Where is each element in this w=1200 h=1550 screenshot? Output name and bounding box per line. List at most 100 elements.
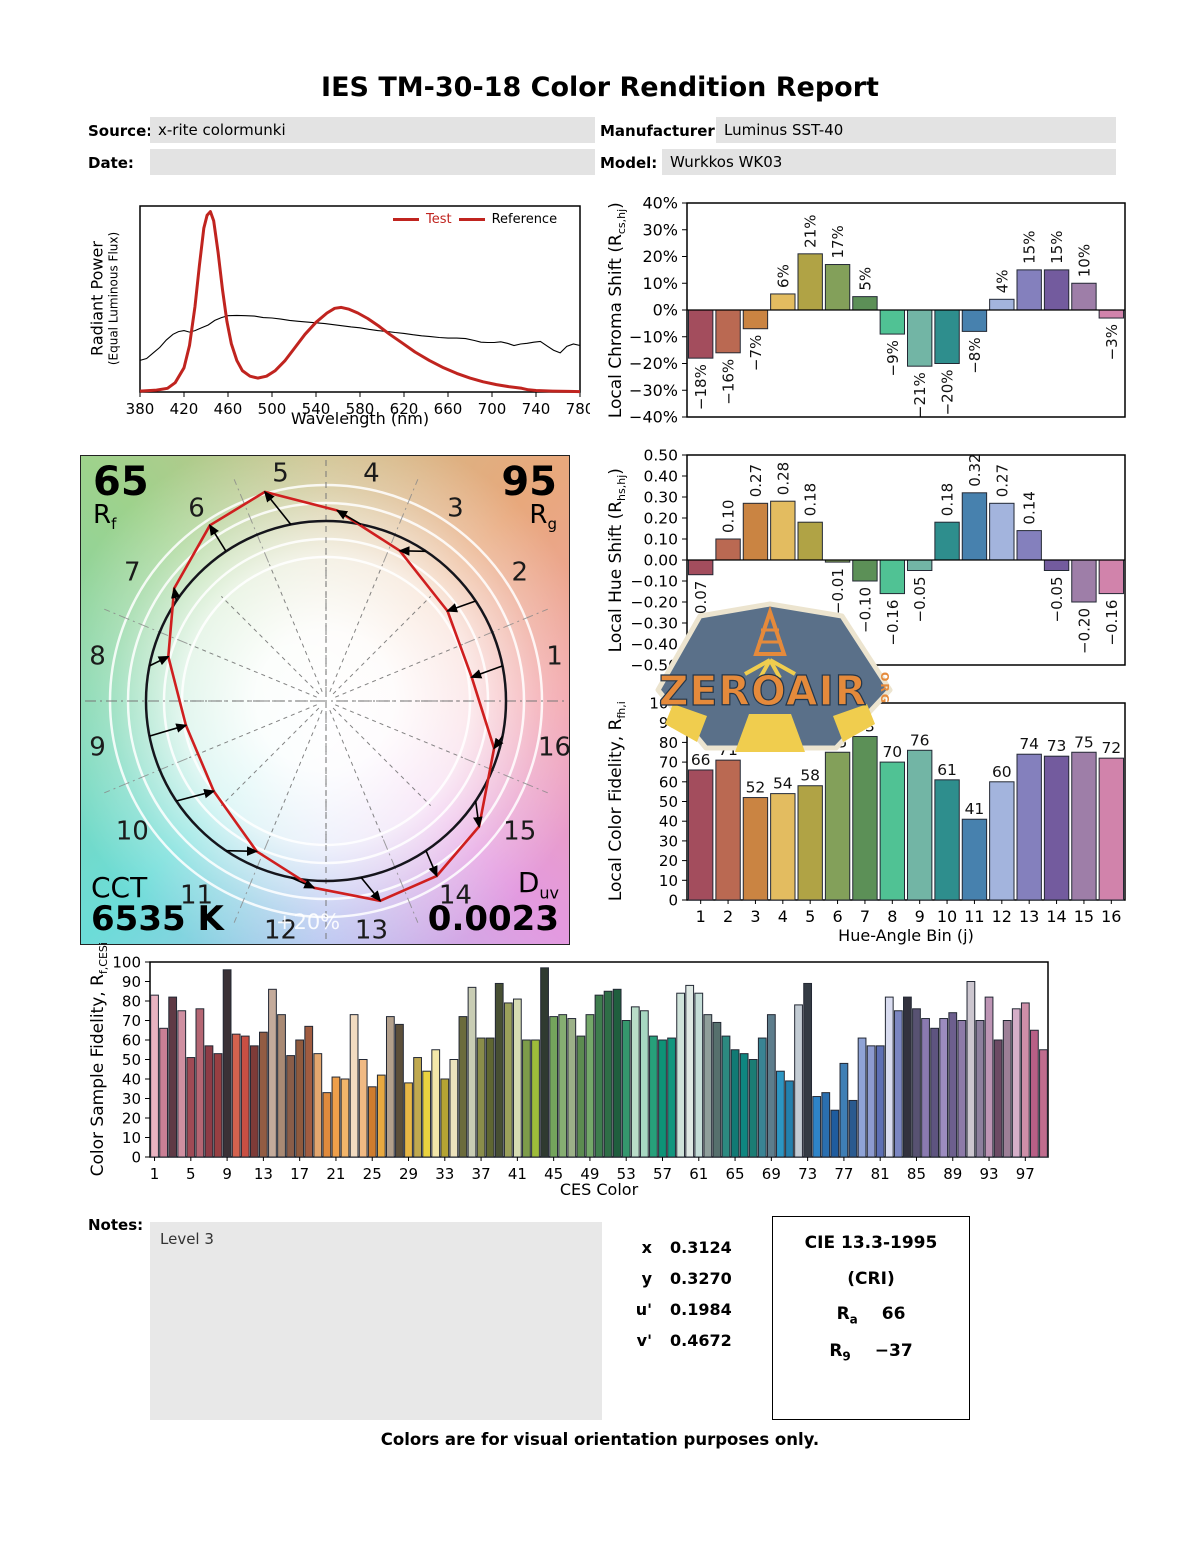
y-tick-label: 50 <box>659 793 678 811</box>
bar <box>688 559 714 576</box>
x-tick-label: 21 <box>326 1165 345 1183</box>
y-tick-label: 0.30 <box>643 489 678 507</box>
bin-spoke-outer <box>382 839 419 923</box>
bar <box>766 1014 776 1158</box>
chromaticity-row: x 0.3124 <box>600 1238 770 1269</box>
label-segment: ) <box>605 468 626 475</box>
duv-value: 0.0023 <box>427 899 559 939</box>
spd-y-axis-label: Radiant Power (Equal Luminous Flux) <box>88 189 121 409</box>
bin-spoke-outer <box>464 757 548 794</box>
bar <box>685 984 695 1158</box>
reference-curve <box>139 314 581 361</box>
label-segment: cs,hj <box>615 208 629 235</box>
bar <box>966 981 976 1158</box>
rg-block: 95 Rg <box>501 462 557 532</box>
x-tick-label: 420 <box>170 400 199 418</box>
rg-value: 95 <box>501 459 557 505</box>
bar <box>168 996 178 1158</box>
bar <box>1071 751 1097 901</box>
bar <box>989 298 1015 311</box>
shift-arrow <box>425 850 438 878</box>
bar <box>603 990 613 1158</box>
tower-icon <box>753 605 787 656</box>
bar <box>249 1045 259 1158</box>
chromaticity-block: x 0.3124 y 0.3270 u' 0.1984 v' 0.4672 <box>600 1238 770 1362</box>
bar-label: 0.14 <box>1021 491 1039 524</box>
bar <box>240 1035 250 1158</box>
plot-border <box>139 205 581 393</box>
duv-block: Duv 0.0023 <box>428 869 559 936</box>
bar <box>1039 1049 1048 1158</box>
bar <box>594 994 604 1158</box>
bar-label: 5% <box>856 267 874 291</box>
cri-ra-row: Ra 66 <box>773 1304 969 1326</box>
bin-number: 3 <box>447 493 464 523</box>
bar <box>742 309 769 330</box>
shift-arrow <box>171 586 181 602</box>
y-tick-label: −40% <box>629 408 678 427</box>
bar <box>1043 269 1070 311</box>
x-tick-label: 2 <box>723 907 733 926</box>
bar <box>715 309 741 354</box>
duv-symbol-sub: uv <box>539 884 559 903</box>
y-tick-label: 20 <box>122 1110 141 1128</box>
rg-symbol-sub: g <box>547 515 557 534</box>
bar <box>852 735 878 901</box>
bar-label: 70 <box>882 743 902 761</box>
x-tick-label: 15 <box>1074 907 1094 926</box>
bar <box>993 1039 1003 1158</box>
bar-label: −7% <box>747 335 765 371</box>
bar-label: −3% <box>1103 324 1121 360</box>
x-tick-label: 12 <box>992 907 1012 926</box>
legend-reference-line <box>458 218 485 221</box>
date-label: Date: <box>88 154 134 172</box>
bar-label: 0.10 <box>720 500 738 533</box>
bar <box>1016 269 1042 311</box>
bin-number: 13 <box>355 916 388 946</box>
chromaticity-value: 0.1984 <box>670 1300 732 1319</box>
y-tick-label: 0.40 <box>643 468 678 486</box>
bar <box>821 1092 831 1158</box>
bar <box>1020 1002 1030 1158</box>
bar <box>540 967 549 1158</box>
date-value <box>150 149 595 175</box>
y-tick-label: 50 <box>122 1051 141 1069</box>
notes-box: Level 3 <box>150 1222 602 1420</box>
bin-number: 1 <box>546 642 563 672</box>
label-segment: hs,hj <box>615 474 629 501</box>
shift-arrow <box>470 665 503 679</box>
y-tick-label: −0.50 <box>631 657 679 675</box>
y-tick-label: 0.10 <box>643 531 678 549</box>
x-tick-label: 13 <box>254 1165 273 1183</box>
label-segment: Local Chroma Shift (R <box>605 234 626 419</box>
bar <box>567 1018 577 1158</box>
bar <box>866 1045 876 1158</box>
bar <box>449 1059 459 1158</box>
bar <box>770 793 796 901</box>
bar-label: −0.20 <box>1075 608 1093 654</box>
bar-label: −0.10 <box>856 587 874 633</box>
x-tick-label: 53 <box>617 1165 636 1183</box>
x-tick-label: 9 <box>222 1165 232 1183</box>
fidelity-y-axis-label: Local Color Fidelity, Rfh,i <box>606 641 628 961</box>
bar-label: 0.18 <box>939 483 957 516</box>
manufacturer-label: Manufacturer: <box>600 122 721 140</box>
bin-spoke-outer <box>104 608 188 645</box>
bar <box>688 309 714 359</box>
watermark-text: ZEROAIR <box>659 667 868 715</box>
bar <box>1098 309 1125 319</box>
bar <box>1043 559 1070 571</box>
spd-chart: 380 420 460 500 540 580 620 660 700 740 780 <box>126 205 590 418</box>
bar <box>1002 1020 1012 1158</box>
x-tick-label: 57 <box>653 1165 672 1183</box>
bar <box>934 779 960 901</box>
y-tick-label: 0.20 <box>643 510 678 528</box>
bin-spoke <box>332 595 432 695</box>
bar <box>295 1039 305 1158</box>
chromaticity-key: u' <box>635 1300 652 1319</box>
bar <box>667 1037 676 1158</box>
x-tick-label: 69 <box>762 1165 781 1183</box>
beam-left <box>665 704 707 742</box>
bar <box>776 1070 785 1158</box>
bar <box>313 1053 323 1158</box>
